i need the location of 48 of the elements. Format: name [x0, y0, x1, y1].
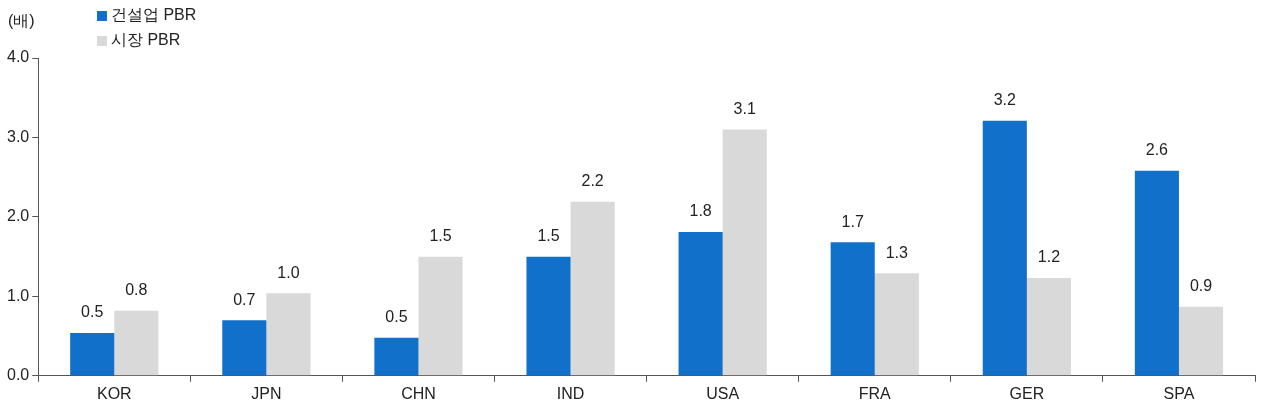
bar [570, 201, 615, 376]
bar [1134, 170, 1179, 376]
bar [830, 242, 875, 376]
x-tick-label: CHN [401, 384, 436, 402]
bar [114, 310, 159, 376]
y-tick-label: 3.0 [6, 127, 30, 145]
data-label: 1.5 [429, 227, 452, 245]
bar [374, 337, 419, 376]
data-label: 0.9 [1189, 277, 1213, 295]
data-label: 0.5 [81, 303, 104, 321]
x-tick-label: USA [706, 384, 740, 402]
x-tick-label: FRA [858, 384, 892, 402]
bar [1026, 278, 1071, 376]
bar [266, 293, 311, 376]
x-tick-label: GER [1009, 384, 1045, 402]
bar [678, 232, 723, 376]
y-tick-label: 2.0 [6, 207, 30, 225]
x-tick-label: KOR [96, 384, 132, 402]
bar [418, 256, 463, 376]
bar [722, 129, 767, 376]
data-label: 1.8 [689, 202, 712, 220]
y-axis-title: (배) [8, 12, 35, 30]
data-label: 0.5 [385, 308, 408, 326]
data-label: 3.1 [733, 99, 756, 117]
x-tick-label: JPN [251, 384, 282, 402]
bar [982, 120, 1027, 376]
data-label: 2.2 [581, 172, 604, 190]
x-tick-label: SPA [1163, 384, 1195, 402]
data-label: 1.3 [885, 243, 909, 261]
y-tick-label: 0.0 [6, 366, 30, 384]
data-label: 1.0 [277, 263, 300, 281]
data-label: 1.2 [1037, 248, 1061, 266]
bar [526, 256, 571, 376]
x-tick-label: IND [556, 384, 585, 402]
data-label: 0.8 [125, 281, 148, 299]
data-label: 1.7 [841, 212, 864, 230]
data-label: 3.2 [993, 91, 1017, 109]
y-tick-label: 4.0 [6, 48, 30, 66]
bar [1178, 306, 1224, 376]
bar [70, 332, 115, 376]
y-tick-label: 1.0 [6, 286, 30, 304]
legend-label: 건설업 PBR [111, 6, 197, 24]
bar [874, 273, 919, 376]
data-label: 0.7 [233, 290, 256, 308]
data-label: 1.5 [537, 227, 560, 245]
legend-label: 시장 PBR [111, 31, 181, 49]
bar [222, 320, 267, 376]
data-label: 2.6 [1145, 141, 1169, 159]
